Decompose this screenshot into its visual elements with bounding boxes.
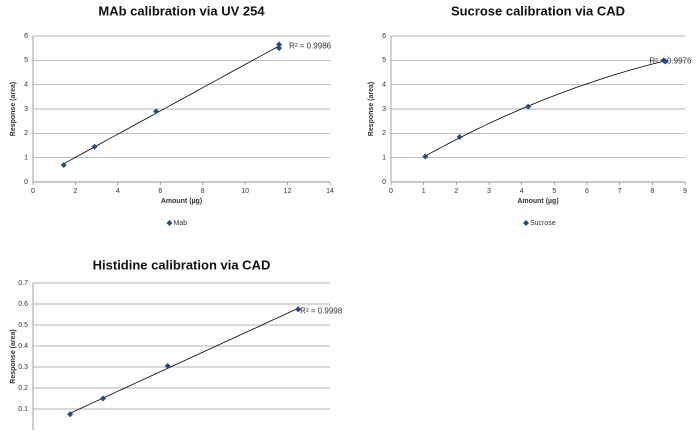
data-point (91, 143, 98, 150)
data-point (660, 57, 667, 64)
trendline (425, 60, 666, 157)
x-tick-label: 14 (326, 188, 334, 195)
x-tick-label: 0 (31, 188, 35, 195)
y-tick-label: 3 (24, 106, 28, 113)
y-tick-label: 2 (24, 130, 28, 137)
y-axis-label: Response (area) (10, 329, 17, 383)
y-tick-label: 5 (382, 57, 386, 64)
trendline (63, 45, 280, 165)
data-point (295, 306, 302, 313)
y-tick-label: 0.6 (18, 301, 28, 308)
x-tick-label: 10 (241, 188, 249, 195)
data-point (525, 103, 532, 110)
y-tick-label: 4 (24, 82, 28, 89)
x-tick-label: 2 (73, 188, 77, 195)
y-tick-label: 0.5 (18, 322, 28, 329)
legend-label: Sucrose (530, 220, 556, 227)
x-tick-label: 3 (487, 188, 491, 195)
x-tick-label: 4 (116, 188, 120, 195)
data-point (67, 411, 74, 418)
x-tick-label: 2 (454, 188, 458, 195)
y-tick-label: 0.1 (18, 406, 28, 413)
y-axis-label: Response (area) (10, 82, 17, 136)
y-tick-label: 0.3 (18, 364, 28, 371)
x-tick-label: 6 (585, 188, 589, 195)
data-point (276, 41, 283, 48)
r-squared: R² = 0.9976 (649, 57, 692, 66)
data-point (456, 133, 463, 140)
trendline (69, 307, 299, 414)
x-tick-label: 5 (552, 188, 556, 195)
data-point (422, 153, 429, 160)
data-point (60, 161, 67, 168)
y-tick-label: 1 (382, 155, 386, 162)
legend-label: Mab (174, 220, 188, 227)
r-squared: R² = 0.9998 (300, 306, 343, 315)
x-tick-label: 12 (284, 188, 292, 195)
y-tick-label: 2 (382, 130, 386, 137)
y-tick-label: 6 (24, 33, 28, 40)
chart-title: Histidine calibration via CAD (93, 257, 271, 272)
r-squared: R² = 0.9986 (289, 42, 332, 51)
x-tick-label: 4 (520, 188, 524, 195)
chart-title: Sucrose calibration via CAD (451, 3, 625, 18)
x-axis-label: Amount (µg) (161, 198, 202, 205)
y-tick-label: 0.2 (18, 385, 28, 392)
y-tick-label: 0 (24, 179, 28, 186)
legend-marker (166, 220, 173, 226)
data-point (276, 45, 283, 52)
chart-title: MAb calibration via UV 254 (98, 3, 265, 18)
x-tick-label: 6 (158, 188, 162, 195)
data-point (164, 362, 171, 369)
legend-marker (523, 220, 529, 226)
x-tick-label: 9 (683, 188, 687, 195)
data-point (153, 108, 160, 115)
y-tick-label: 0.7 (18, 280, 28, 287)
y-tick-label: 0 (382, 179, 386, 186)
x-tick-label: 0 (389, 188, 393, 195)
data-point (100, 395, 107, 402)
x-tick-label: 7 (618, 188, 622, 195)
x-tick-label: 8 (201, 188, 205, 195)
y-tick-label: 1 (24, 155, 28, 162)
y-tick-label: 5 (24, 57, 28, 64)
y-tick-label: 4 (382, 82, 386, 89)
y-axis-label: Response (area) (368, 82, 375, 136)
y-tick-label: 0.4 (18, 343, 28, 350)
y-tick-label: 6 (382, 33, 386, 40)
x-tick-label: 8 (650, 188, 654, 195)
x-axis-label: Amount (µg) (517, 198, 558, 205)
x-tick-label: 1 (422, 188, 426, 195)
y-tick-label: 3 (382, 106, 386, 113)
